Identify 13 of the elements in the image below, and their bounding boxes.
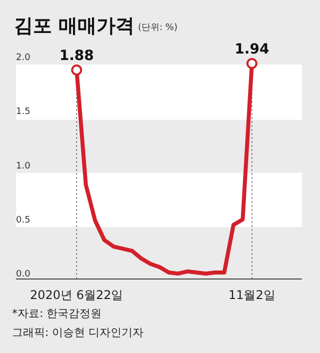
y-tick-label: 2.0 <box>16 53 31 63</box>
data-label: 1.94 <box>234 42 270 58</box>
text: 그래픽: 이승현 디자인기자 <box>12 326 144 339</box>
chart-title: 김포 매매가격 <box>14 15 135 37</box>
y-tick-label: 1.0 <box>16 161 31 172</box>
data-label: 1.88 <box>59 48 94 64</box>
x-tick-label: 11월2일 <box>228 288 276 302</box>
y-tick-label: 0.0 <box>16 270 31 280</box>
y-tick-label: 0.5 <box>16 215 30 226</box>
text: *자료: 한국감정원 <box>12 307 102 320</box>
chart-subtitle: (단위: %) <box>138 23 178 33</box>
y-tick-label: 1.5 <box>16 107 30 118</box>
x-tick-label: 2020년 6월22일 <box>30 288 124 302</box>
